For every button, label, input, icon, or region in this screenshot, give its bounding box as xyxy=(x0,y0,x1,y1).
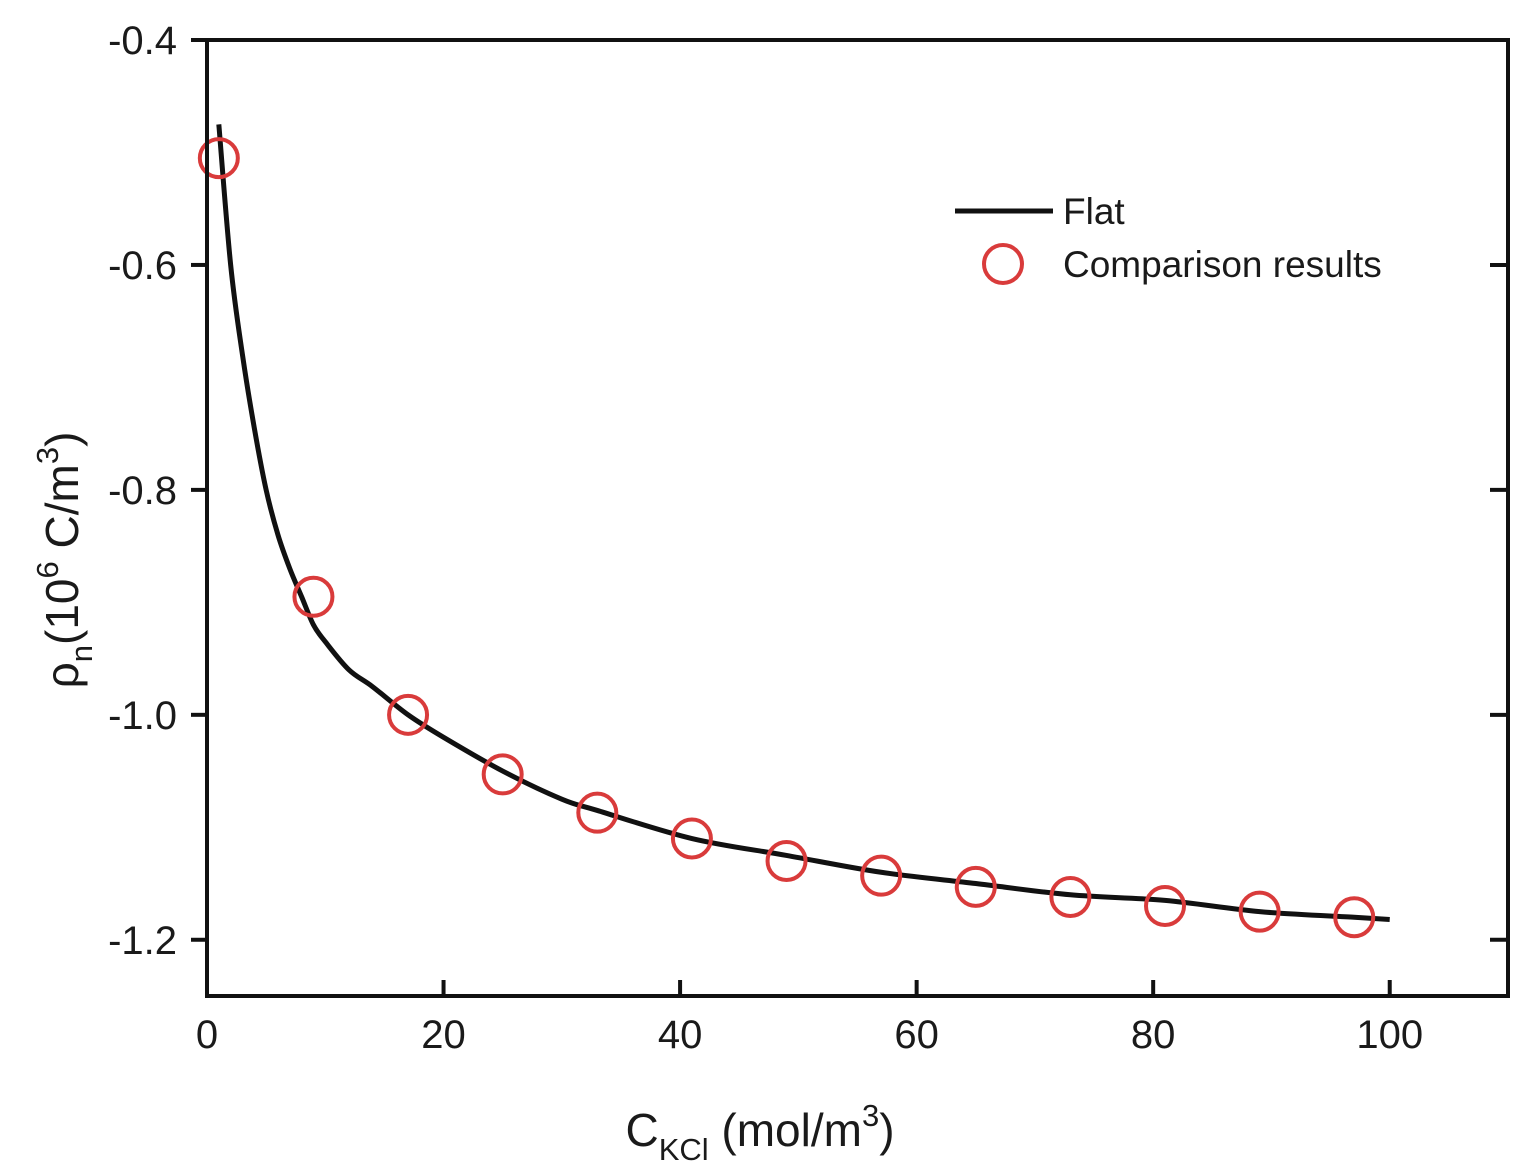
x-tick-label: 0 xyxy=(196,1013,218,1057)
y-axis-title-units: (10 xyxy=(36,579,88,645)
x-axis-title-close: ) xyxy=(879,1104,894,1156)
comparison-series xyxy=(197,137,1376,939)
y-axis-title-main: ρ xyxy=(36,662,88,688)
legend-comparison-marker xyxy=(982,243,1024,285)
y-tick-label: -0.8 xyxy=(108,469,177,513)
y-axis-title-close: ) xyxy=(36,432,88,447)
y-tick-label: -1.2 xyxy=(108,919,177,963)
comparison-point xyxy=(292,575,335,618)
x-tick-label: 100 xyxy=(1356,1013,1423,1057)
comparison-point xyxy=(1144,885,1187,928)
legend: Flat Comparison results xyxy=(955,191,1382,285)
y-tick-label: -0.4 xyxy=(108,19,177,63)
y-tick-label: -0.6 xyxy=(108,244,177,288)
x-tick-label: 80 xyxy=(1131,1013,1176,1057)
comparison-point xyxy=(481,753,524,796)
flat-series xyxy=(216,124,1390,923)
comparison-point xyxy=(670,817,713,860)
y-axis-title-mid: C/m xyxy=(36,464,88,561)
y-axis-title-sup: 3 xyxy=(30,447,65,464)
tick-labels: 0 20 40 60 80 100 -0.4 -0.6 -0.8 -1.0 -1.2 xyxy=(108,19,1423,1057)
x-tick-label: 60 xyxy=(894,1013,939,1057)
x-axis-title-main: C xyxy=(625,1104,658,1156)
y-axis-title: ρn(106 C/m3) xyxy=(30,432,99,689)
plot-frame xyxy=(205,38,1510,998)
x-tick-label: 20 xyxy=(421,1013,466,1057)
comparison-point xyxy=(576,791,619,834)
comparison-point xyxy=(387,693,430,736)
y-axis-title-pow: 6 xyxy=(30,561,65,578)
comparison-point xyxy=(1238,890,1281,933)
comparison-point xyxy=(954,865,997,908)
flat-line xyxy=(216,124,1390,923)
x-axis-title-units: (mol/m xyxy=(709,1104,862,1156)
x-axis-title-sub: KCl xyxy=(659,1132,709,1167)
comparison-point xyxy=(860,854,903,897)
x-tick-label: 40 xyxy=(658,1013,703,1057)
legend-comparison-label: Comparison results xyxy=(1063,244,1382,285)
comparison-point xyxy=(1333,896,1376,939)
x-axis-title: CKCl (mol/m3) xyxy=(625,1098,894,1167)
y-tick-label: -1.0 xyxy=(108,694,177,738)
comparison-point xyxy=(765,840,808,883)
legend-flat-label: Flat xyxy=(1063,191,1125,232)
x-axis-title-sup: 3 xyxy=(862,1098,879,1133)
axis-ticks xyxy=(191,38,1508,996)
y-axis-title-sub: n xyxy=(64,645,99,662)
comparison-point xyxy=(197,137,240,180)
comparison-point xyxy=(1049,876,1092,919)
